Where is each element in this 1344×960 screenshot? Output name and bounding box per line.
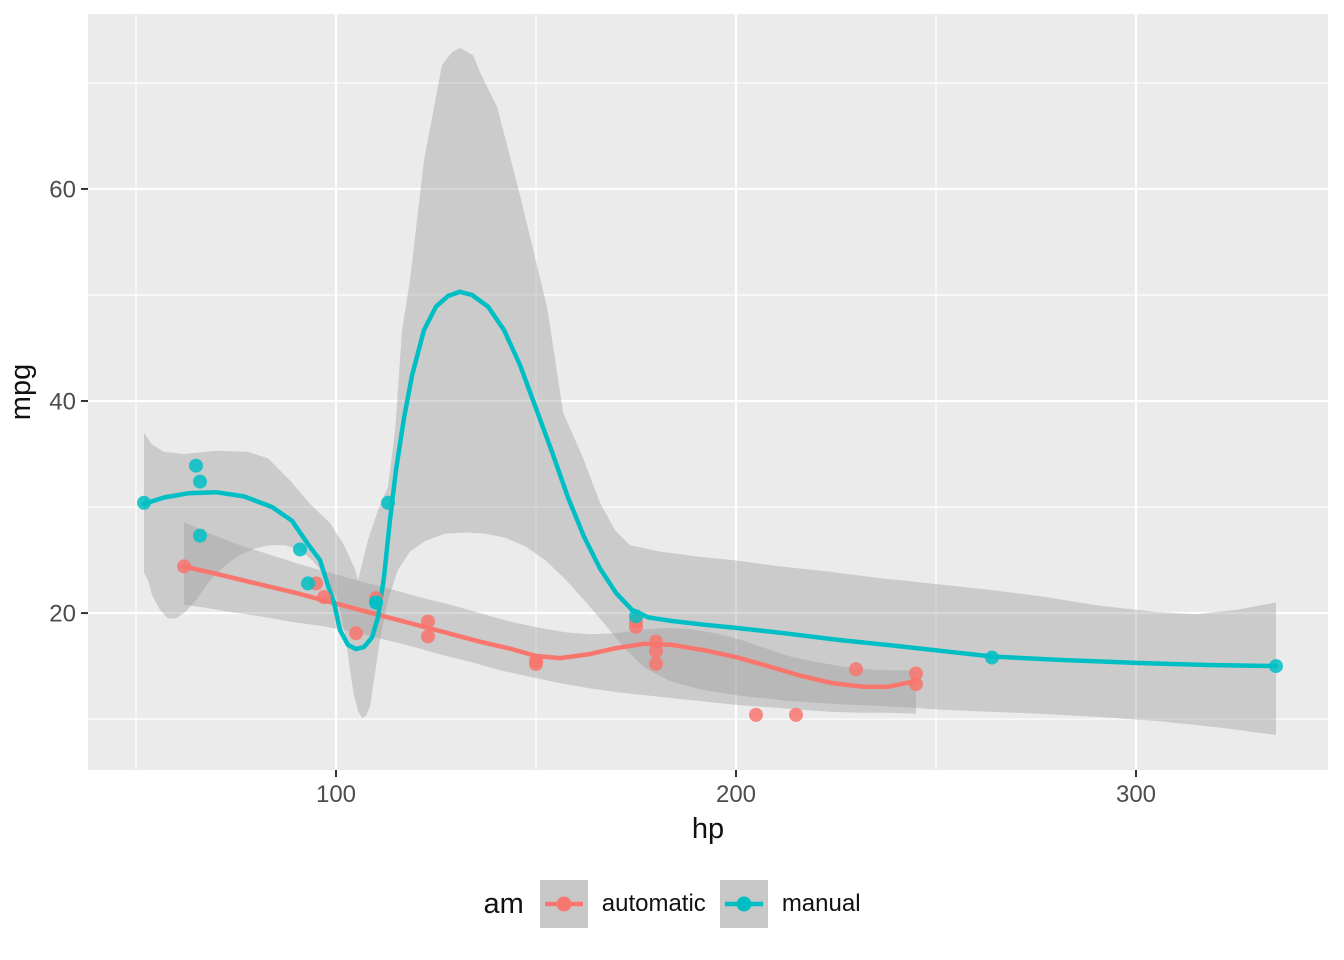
- confidence-ribbons: [144, 47, 1276, 735]
- axis-tick-marks: [81, 187, 1137, 777]
- data-point-automatic: [909, 666, 923, 681]
- data-point-manual: [137, 495, 151, 510]
- panel-rect: [88, 14, 1328, 770]
- legend-key-automatic: [539, 880, 588, 928]
- data-point-manual: [381, 495, 395, 510]
- x-tick-label: 300: [1116, 781, 1156, 808]
- x-tick-label: 200: [716, 781, 756, 808]
- data-point-automatic: [349, 626, 363, 641]
- data-point-manual: [189, 458, 203, 473]
- panel-background: [88, 14, 1328, 770]
- y-tick-label: 40: [49, 389, 76, 416]
- data-point-automatic: [529, 656, 543, 671]
- data-point-manual: [193, 528, 207, 543]
- data-point-automatic: [421, 614, 435, 629]
- data-point-manual: [1269, 659, 1283, 674]
- data-point-manual: [629, 609, 643, 624]
- data-point-manual: [301, 576, 315, 591]
- data-point-automatic: [789, 707, 803, 722]
- legend-key-automatic-glyph: [539, 880, 588, 928]
- ci-ribbon-automatic: [184, 521, 916, 714]
- legend-key-manual: [719, 880, 768, 928]
- x-axis-title: hp: [692, 813, 724, 845]
- scatter-points: [137, 458, 1283, 722]
- smooth-line-manual: [141, 289, 1279, 669]
- data-point-automatic: [317, 590, 331, 605]
- legend-key-manual-glyph: [719, 880, 768, 928]
- y-tick-label: 60: [49, 176, 76, 203]
- y-axis-title: mpg: [5, 364, 37, 420]
- gridlines: [88, 14, 1328, 770]
- data-point-automatic: [849, 662, 863, 677]
- x-tick-label: 100: [316, 781, 356, 808]
- legend-title: am: [483, 887, 524, 920]
- data-point-manual: [193, 474, 207, 489]
- data-point-automatic: [421, 629, 435, 644]
- data-point-automatic: [909, 677, 923, 692]
- data-point-automatic: [649, 656, 663, 671]
- data-point-manual: [985, 650, 999, 665]
- legend-label-manual: manual: [781, 890, 861, 917]
- legend-label-automatic: automatic: [601, 890, 706, 917]
- data-point-automatic: [177, 559, 191, 574]
- data-point-automatic: [749, 707, 763, 722]
- axis-tick-labels: 100 200 300 20 40 60: [49, 176, 1156, 808]
- data-point-automatic: [649, 634, 663, 649]
- y-tick-label: 20: [49, 601, 76, 628]
- ci-ribbon-manual: [144, 47, 1276, 735]
- legend: am automatic manual: [0, 880, 1344, 928]
- data-point-manual: [369, 595, 383, 610]
- data-point-manual: [293, 542, 307, 557]
